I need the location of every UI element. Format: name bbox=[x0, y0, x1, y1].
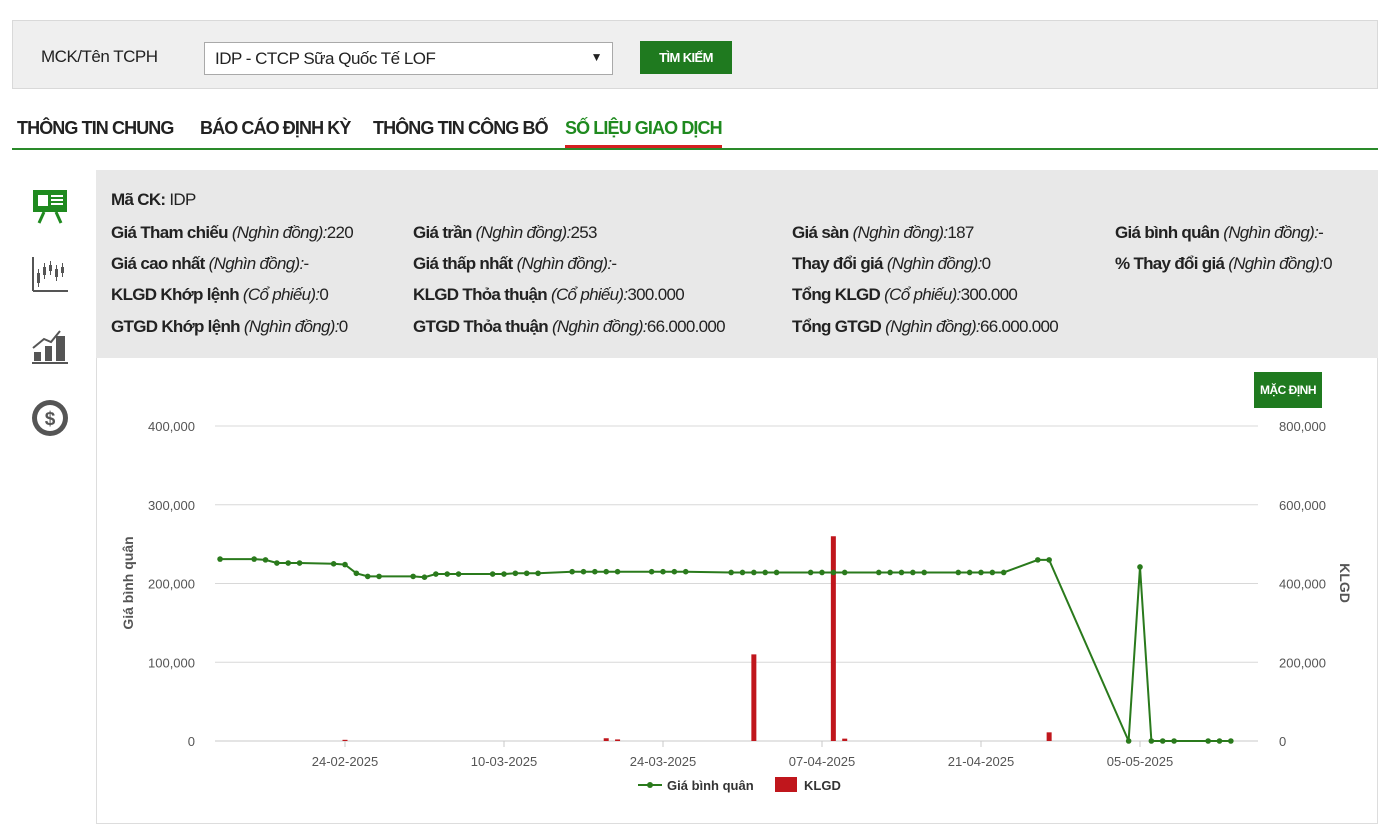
chart-container bbox=[96, 358, 1378, 824]
lowest-price: Giá thấp nhất (Nghìn đồng):- bbox=[413, 254, 617, 273]
average-price: Giá bình quân (Nghìn đồng):- bbox=[1115, 223, 1324, 242]
presentation-icon[interactable] bbox=[30, 186, 70, 226]
ticker-select[interactable]: IDP - CTCP Sữa Quốc Tế LOF ▼ bbox=[204, 42, 613, 75]
price-change-percent: % Thay đổi giá (Nghìn đồng):0 bbox=[1115, 254, 1333, 273]
negotiated-value: GTGD Thỏa thuận (Nghìn đồng):66.000.000 bbox=[413, 317, 726, 336]
candlestick-chart-icon[interactable] bbox=[30, 255, 70, 295]
bar-growth-chart-icon[interactable] bbox=[30, 326, 70, 366]
tab-disclosures[interactable]: THÔNG TIN CÔNG BỐ bbox=[373, 118, 549, 138]
ticker-select-value: IDP - CTCP Sữa Quốc Tế LOF bbox=[215, 49, 436, 68]
matched-value: GTGD Khớp lệnh (Nghìn đồng):0 bbox=[111, 317, 348, 336]
tab-general-info[interactable]: THÔNG TIN CHUNG bbox=[17, 118, 174, 138]
search-bar: MCK/Tên TCPH IDP - CTCP Sữa Quốc Tế LOF … bbox=[12, 20, 1378, 89]
price-change: Thay đổi giá (Nghìn đồng):0 bbox=[792, 254, 991, 273]
ceiling-price: Giá trần (Nghìn đồng):253 bbox=[413, 223, 598, 242]
search-label: MCK/Tên TCPH bbox=[41, 47, 158, 66]
tab-periodic-reports[interactable]: BÁO CÁO ĐỊNH KỲ bbox=[200, 118, 351, 138]
negotiated-volume: KLGD Thỏa thuận (Cổ phiếu):300.000 bbox=[413, 285, 685, 304]
dollar-coin-icon[interactable]: $ bbox=[30, 398, 70, 438]
matched-volume: KLGD Khớp lệnh (Cổ phiếu):0 bbox=[111, 285, 329, 304]
tab-trading-data[interactable]: SỐ LIỆU GIAO DỊCH bbox=[565, 118, 723, 148]
reset-zoom-button[interactable]: MẶC ĐỊNH bbox=[1254, 372, 1322, 408]
reference-price: Giá Tham chiếu (Nghìn đồng):220 bbox=[111, 223, 354, 242]
floor-price: Giá sàn (Nghìn đồng):187 bbox=[792, 223, 974, 242]
search-button[interactable]: TÌM KIẾM bbox=[640, 41, 732, 74]
highest-price: Giá cao nhất (Nghìn đồng):- bbox=[111, 254, 309, 273]
total-value: Tổng GTGD (Nghìn đồng):66.000.000 bbox=[792, 317, 1059, 336]
stock-info-panel: Mã CK: IDP Giá Tham chiếu (Nghìn đồng):2… bbox=[96, 170, 1378, 358]
chevron-down-icon: ▼ bbox=[590, 50, 603, 64]
tab-bar: THÔNG TIN CHUNG BÁO CÁO ĐỊNH KỲ THÔNG TI… bbox=[12, 112, 1378, 150]
ticker-info: Mã CK: IDP bbox=[111, 190, 196, 209]
svg-text:$: $ bbox=[45, 409, 56, 430]
total-volume: Tổng KLGD (Cổ phiếu):300.000 bbox=[792, 285, 1018, 304]
